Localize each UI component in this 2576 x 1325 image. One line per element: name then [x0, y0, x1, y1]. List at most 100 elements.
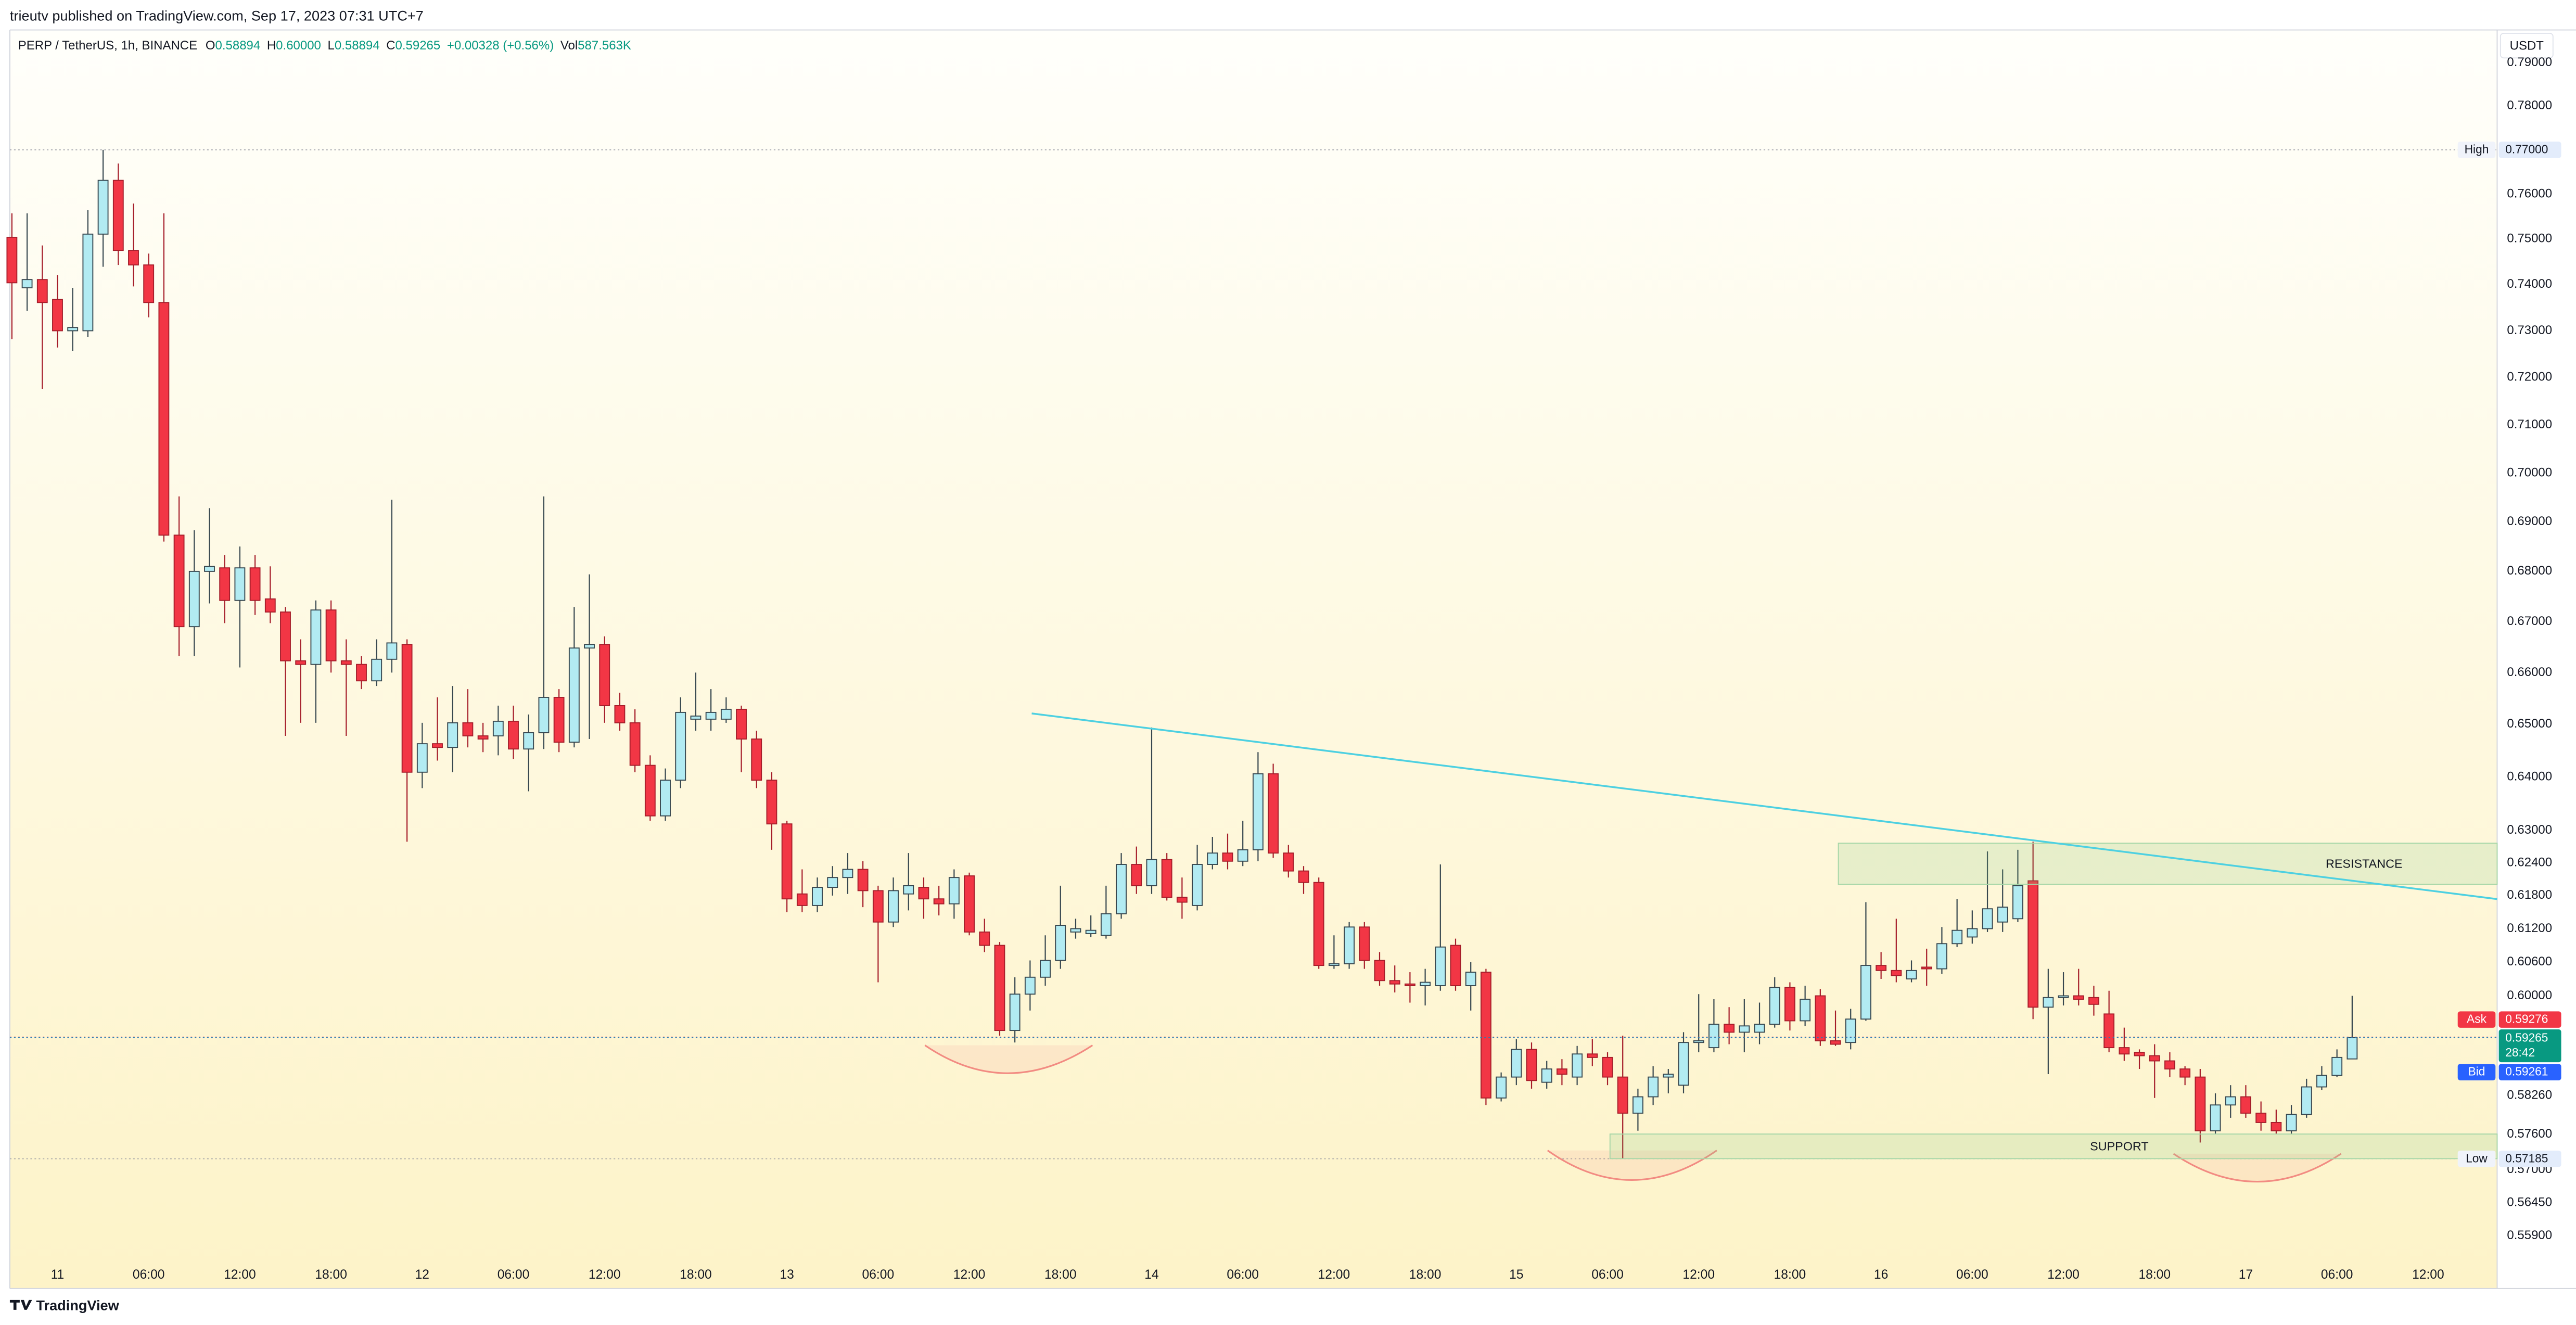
candle-body	[796, 893, 808, 906]
price-label: 0.59276	[2505, 1012, 2548, 1026]
candle-body	[842, 869, 853, 878]
candle-body	[675, 711, 686, 781]
candle-body	[1541, 1068, 1552, 1083]
candle-body	[1450, 945, 1461, 986]
candle-body	[1268, 773, 1279, 854]
legend-key: Vol	[560, 39, 578, 53]
candle-body	[477, 735, 489, 740]
y-tick-label: 0.66000	[2507, 665, 2552, 679]
candle-body	[508, 720, 519, 750]
x-tick-label: 06:00	[133, 1268, 165, 1282]
currency-box[interactable]	[2500, 32, 2554, 59]
candle-body	[1420, 982, 1431, 986]
candle-body	[933, 898, 945, 904]
annotation-label: SUPPORT	[2090, 1139, 2148, 1153]
candle-body	[1556, 1068, 1567, 1075]
y-tick-label: 0.61200	[2507, 921, 2552, 935]
y-tick-label: 0.71000	[2507, 417, 2552, 431]
candle-body	[1511, 1049, 1522, 1078]
x-tick-label: 12:00	[1682, 1268, 1715, 1282]
candle-body	[21, 279, 33, 288]
candle-body	[614, 705, 626, 723]
candle-body	[2149, 1055, 2160, 1062]
candle-body	[128, 250, 139, 266]
candle-body	[1328, 963, 1340, 966]
candle-body	[2103, 1013, 2115, 1049]
x-tick-label: 12	[415, 1268, 429, 1282]
candle-body	[1313, 882, 1324, 966]
price-label-box	[2498, 142, 2561, 158]
candle-body	[97, 180, 109, 235]
candle-body	[1830, 1040, 1841, 1045]
y-tick-label: 0.68000	[2507, 564, 2552, 578]
candle-body	[644, 765, 656, 817]
candle-body	[1952, 929, 1963, 945]
brand-logo	[9, 1299, 32, 1310]
candle-body	[1207, 852, 1218, 865]
candle-body	[736, 708, 747, 740]
candle-body	[1678, 1042, 1689, 1086]
candle-body	[1070, 928, 1081, 933]
legend-value: 0.60000	[276, 39, 321, 53]
candle-body	[1967, 928, 1978, 938]
candle-body	[2043, 997, 2054, 1008]
candle-body	[1663, 1074, 1674, 1078]
candle-body	[994, 945, 1005, 1031]
candle-body	[356, 664, 367, 682]
currency[interactable]: USDT	[2510, 39, 2544, 53]
candle-body	[2134, 1051, 2145, 1056]
candle-body	[492, 720, 504, 736]
candle-body	[1237, 849, 1248, 862]
candle-body	[82, 233, 94, 332]
candle-body	[2073, 995, 2084, 1000]
candle-body	[1860, 965, 1871, 1020]
resistance-zone	[1838, 843, 2498, 885]
x-tick-label: 18:00	[1774, 1268, 1806, 1282]
candle-body	[1389, 980, 1400, 985]
x-tick-label: 12:00	[224, 1268, 256, 1282]
candle-body	[1024, 976, 1036, 995]
candle-body	[2301, 1086, 2312, 1115]
candle-body	[234, 567, 246, 601]
candle-body	[1131, 864, 1142, 886]
candle-body	[386, 642, 398, 660]
candle-body	[2240, 1096, 2251, 1114]
candle-body	[553, 697, 565, 743]
candle-body	[766, 780, 777, 825]
legend: PERP / TetherUS, 1h, BINANCE O0.58894 H0.6…	[18, 39, 631, 53]
price-label-name-box	[2457, 1150, 2496, 1167]
y-tick-label: 0.67000	[2507, 614, 2552, 628]
candle-body	[2331, 1056, 2343, 1076]
brand-name: TradingView	[36, 1297, 119, 1314]
legend-change: +0.00328 (+0.56%)	[447, 39, 554, 53]
x-tick-label: 18:00	[1044, 1268, 1077, 1282]
candle-body	[827, 877, 838, 888]
candle-body	[249, 567, 261, 601]
price-label-name: Low	[2466, 1151, 2488, 1165]
candle-body	[52, 299, 63, 332]
y-tick-label: 0.56450	[2507, 1195, 2552, 1209]
x-tick-label: 06:00	[1227, 1268, 1259, 1282]
candle-body	[857, 869, 869, 891]
candle-body	[705, 711, 717, 720]
candle-body	[2058, 995, 2069, 998]
candle-body	[1602, 1056, 1613, 1078]
candle-body	[1936, 943, 1947, 970]
candle-body	[2255, 1112, 2267, 1123]
price-label: 0.77000	[2505, 143, 2548, 156]
candle-body	[401, 644, 413, 773]
candle-body	[1435, 946, 1446, 986]
candle-body	[1161, 859, 1172, 898]
candle-body	[1283, 852, 1294, 872]
candle-body	[2119, 1047, 2130, 1055]
trend-line	[1031, 712, 2497, 900]
candle-body	[6, 236, 18, 284]
legend-key: L	[328, 39, 335, 53]
y-tick-label: 0.65000	[2507, 717, 2552, 731]
x-tick-label: 13	[780, 1268, 794, 1282]
candle-body	[1298, 870, 1309, 883]
brand: TradingView	[9, 1297, 120, 1314]
pattern-arc	[924, 1044, 1093, 1074]
candle-body	[264, 598, 276, 613]
